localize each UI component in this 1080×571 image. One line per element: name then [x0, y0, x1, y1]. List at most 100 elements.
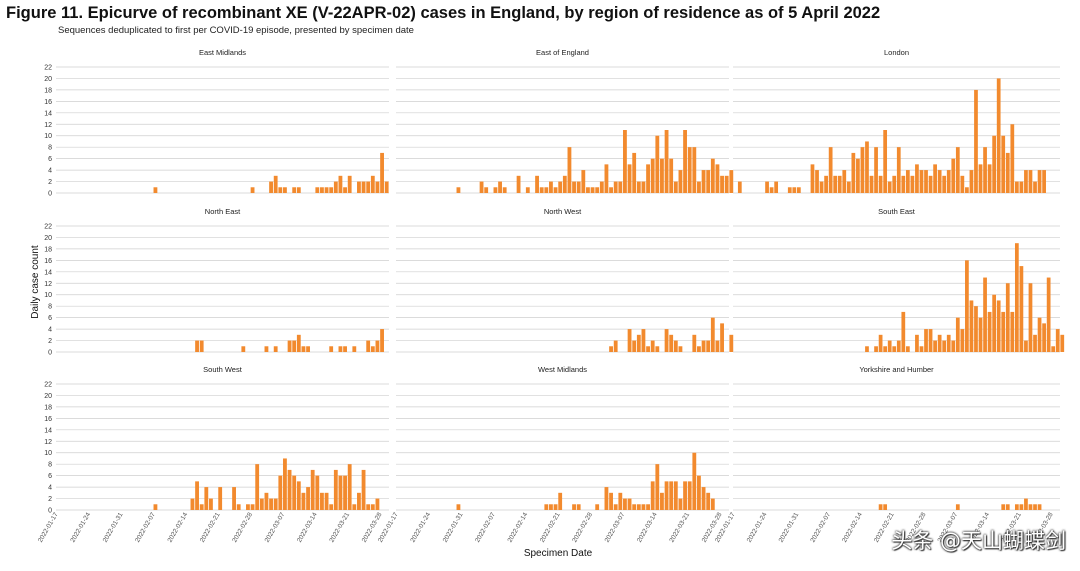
bar	[366, 340, 371, 352]
bar	[710, 158, 715, 193]
bar	[357, 492, 361, 510]
bar	[697, 181, 701, 193]
bar	[623, 498, 627, 510]
bar	[329, 346, 334, 352]
bar	[484, 187, 489, 193]
y-tick-label: 2	[48, 338, 52, 345]
bar	[366, 181, 371, 193]
bar	[919, 170, 924, 193]
y-axis-label: Daily case count	[30, 245, 41, 319]
bar	[338, 346, 343, 352]
bar	[343, 187, 347, 193]
y-tick-label: 14	[44, 110, 52, 117]
x-tick-label: 2022-01-24	[409, 511, 432, 544]
panel-title: West Midlands	[538, 365, 587, 374]
bar	[576, 181, 581, 193]
x-tick-label: 2022-01-17	[37, 511, 60, 544]
y-tick-label: 18	[44, 404, 52, 411]
panel-title: Yorkshire and Humber	[859, 365, 934, 374]
bar	[987, 311, 992, 352]
bar	[996, 300, 1001, 352]
bar	[1014, 243, 1019, 352]
y-tick-label: 0	[48, 350, 52, 357]
bar	[380, 329, 384, 352]
bar	[878, 334, 883, 352]
panel-title: London	[884, 48, 909, 57]
panel-title: North East	[205, 207, 241, 216]
figure-subtitle: Sequences deduplicated to first per COVI…	[58, 25, 414, 36]
panel-title: East of England	[536, 48, 589, 57]
bar	[599, 181, 604, 193]
y-tick-label: 8	[48, 304, 52, 311]
y-tick-label: 14	[44, 427, 52, 434]
bar	[955, 317, 960, 352]
bar	[375, 181, 380, 193]
bar	[669, 334, 674, 352]
bar	[292, 187, 297, 193]
bar	[1042, 170, 1046, 193]
bar	[701, 487, 706, 510]
bar	[1010, 311, 1015, 352]
bar	[287, 469, 292, 510]
bar	[590, 187, 595, 193]
bar	[874, 147, 878, 193]
y-tick-label: 20	[44, 235, 52, 242]
bar	[965, 187, 969, 193]
y-tick-label: 2	[48, 496, 52, 503]
bar	[627, 498, 632, 510]
bar	[960, 329, 965, 352]
bar	[1028, 283, 1033, 352]
bar	[901, 311, 906, 352]
bar	[539, 187, 544, 193]
bar	[664, 329, 669, 352]
y-tick-label: 8	[48, 145, 52, 152]
bar	[604, 164, 609, 193]
bar	[955, 147, 960, 193]
bar	[706, 340, 711, 352]
bar	[576, 504, 581, 510]
bar	[869, 175, 874, 193]
x-tick-label: 2022-01-24	[746, 511, 769, 544]
y-tick-label: 12	[44, 122, 52, 129]
bar	[525, 187, 530, 193]
bar	[710, 317, 715, 352]
x-axis-label: Specimen Date	[524, 548, 593, 559]
bar	[1037, 170, 1042, 193]
bar	[1005, 504, 1010, 510]
bar	[1024, 498, 1028, 510]
bar	[720, 323, 724, 352]
bar	[819, 181, 824, 193]
bar	[273, 175, 278, 193]
bar	[646, 346, 650, 352]
y-tick-label: 2	[48, 179, 52, 186]
y-tick-label: 6	[48, 156, 52, 163]
bar	[1033, 181, 1037, 193]
bar	[687, 147, 692, 193]
bar	[669, 158, 674, 193]
bar	[636, 334, 641, 352]
bar	[306, 346, 310, 352]
x-tick-label: 2022-02-07	[474, 511, 497, 544]
bar	[535, 175, 539, 193]
x-tick-label: 2022-01-31	[778, 511, 801, 544]
y-tick-label: 22	[44, 65, 52, 72]
bar	[697, 475, 701, 510]
y-tick-label: 18	[44, 87, 52, 94]
bar	[343, 346, 347, 352]
bar	[627, 164, 632, 193]
bar	[697, 346, 701, 352]
bar	[456, 187, 461, 193]
y-tick-label: 0	[48, 508, 52, 515]
bar	[946, 170, 951, 193]
bar	[905, 346, 910, 352]
y-tick-label: 20	[44, 76, 52, 83]
bar	[865, 141, 869, 193]
bar	[586, 187, 590, 193]
bar	[623, 130, 627, 193]
bar	[720, 175, 724, 193]
x-tick-label: 2022-03-14	[636, 511, 659, 544]
bar	[641, 504, 646, 510]
bar	[352, 504, 357, 510]
bar	[209, 498, 213, 510]
bar	[842, 170, 847, 193]
